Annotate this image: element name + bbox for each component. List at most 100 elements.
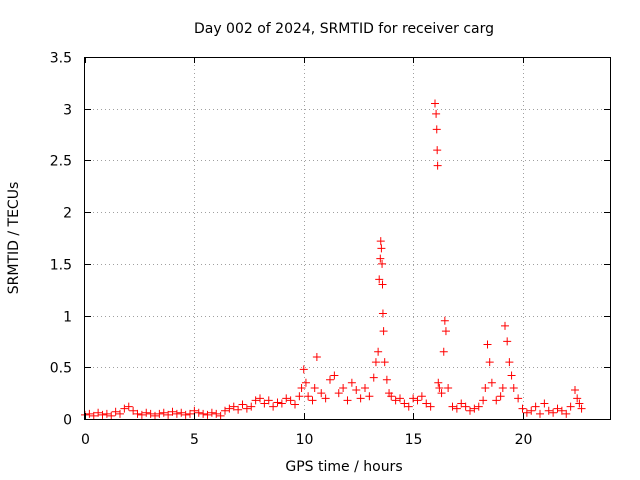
data-point — [269, 402, 278, 411]
data-point — [181, 410, 190, 419]
data-point — [203, 410, 212, 419]
data-point — [297, 383, 306, 392]
data-point — [374, 347, 383, 356]
data-point — [361, 383, 369, 392]
data-point — [432, 109, 441, 118]
data-point — [164, 410, 173, 419]
data-point — [566, 402, 575, 411]
y-tick-label: 3 — [63, 103, 72, 119]
data-point — [396, 394, 404, 403]
data-point — [330, 371, 339, 380]
data-point — [212, 409, 221, 418]
data-point — [334, 389, 343, 398]
data-point — [433, 146, 442, 155]
data-point — [238, 400, 247, 409]
data-point — [553, 404, 562, 413]
data-point — [365, 392, 374, 401]
data-point — [194, 408, 203, 417]
y-tick-label: 3.5 — [50, 51, 72, 67]
data-point — [304, 392, 313, 401]
data-point — [433, 161, 442, 170]
data-point — [487, 378, 496, 387]
data-point — [391, 396, 400, 405]
data-point — [479, 396, 488, 405]
data-point — [137, 410, 146, 419]
data-point — [369, 373, 378, 382]
x-tick-label: 0 — [81, 432, 90, 448]
data-point — [404, 402, 413, 411]
data-point — [186, 409, 194, 418]
data-point — [544, 406, 553, 415]
data-point — [207, 408, 216, 417]
data-point — [377, 244, 386, 253]
y-tick-label: 2.5 — [50, 154, 72, 170]
data-point — [522, 408, 531, 417]
data-point — [133, 409, 142, 418]
data-point — [376, 237, 385, 246]
data-point — [229, 402, 238, 411]
data-point — [216, 411, 225, 420]
data-point — [577, 404, 586, 413]
data-point — [326, 375, 334, 384]
data-point — [503, 337, 512, 346]
data-point — [301, 378, 310, 387]
data-point — [378, 259, 387, 268]
data-point — [422, 399, 431, 408]
data-point — [379, 327, 388, 336]
data-point — [439, 347, 448, 356]
data-point — [557, 406, 566, 415]
data-point — [514, 394, 523, 403]
chart-title: Day 002 of 2024, SRMTID for receiver car… — [194, 21, 494, 37]
data-point — [444, 383, 453, 392]
data-point — [120, 404, 129, 413]
data-point — [168, 407, 177, 416]
data-series-srmtid — [81, 99, 586, 420]
data-point — [531, 402, 540, 411]
data-point — [225, 404, 234, 413]
y-tick-label: 0.5 — [50, 361, 72, 377]
data-point — [107, 411, 116, 420]
data-point — [375, 275, 384, 284]
x-tick-labels: 0 5 10 15 20 — [81, 432, 532, 448]
x-tick-label: 15 — [405, 432, 423, 448]
data-point — [507, 371, 516, 380]
data-point — [234, 405, 243, 414]
y-tick-label: 0 — [63, 413, 72, 429]
data-point — [312, 352, 321, 361]
plot-frame — [84, 57, 611, 420]
data-point — [434, 378, 443, 387]
data-point — [277, 399, 286, 408]
data-point — [247, 402, 256, 411]
data-point — [509, 383, 518, 392]
data-point — [273, 398, 282, 407]
data-point — [286, 396, 295, 405]
data-point — [352, 386, 361, 395]
data-point — [413, 396, 422, 405]
data-point — [387, 392, 396, 401]
data-point — [343, 396, 352, 405]
y-axis-label: SRMTID / TECUs — [6, 182, 22, 295]
data-point — [155, 409, 164, 418]
data-point — [573, 394, 582, 403]
data-point — [129, 406, 138, 415]
data-point — [356, 394, 365, 403]
data-point — [492, 396, 501, 405]
data-point — [177, 408, 186, 417]
data-point — [409, 394, 418, 403]
x-tick-label: 20 — [515, 432, 533, 448]
y-tick-label: 1.5 — [50, 258, 72, 274]
data-point — [151, 411, 159, 420]
data-point — [466, 406, 474, 415]
data-point — [256, 394, 264, 403]
data-point — [98, 410, 107, 419]
data-point — [299, 365, 308, 374]
data-point — [496, 392, 505, 401]
data-point — [441, 327, 450, 336]
data-point — [435, 383, 444, 392]
data-point — [470, 404, 479, 413]
data-point — [376, 254, 385, 263]
data-point — [111, 407, 120, 416]
data-point — [483, 340, 492, 349]
data-point — [142, 408, 151, 417]
data-point — [378, 280, 387, 289]
